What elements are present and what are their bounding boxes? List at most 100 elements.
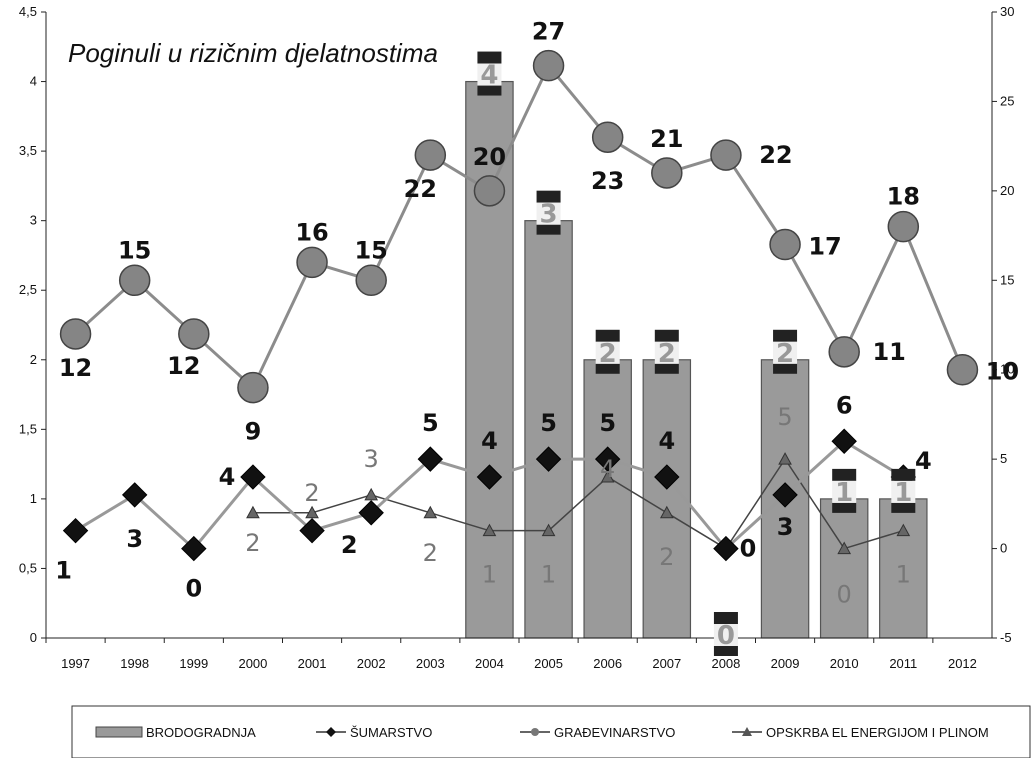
bar-label-badge xyxy=(713,624,738,646)
label-sumarstvo-2005: 5 xyxy=(540,409,557,437)
label-gradevinarstvo-2012: 10 xyxy=(986,358,1019,386)
point-sumarstvo-2006 xyxy=(594,446,621,472)
label-opskrba-2007: 2 xyxy=(659,543,674,571)
x-tick-label: 2012 xyxy=(948,656,977,671)
label-brodogradnja-2005: 3 xyxy=(540,200,558,230)
label-brodogradnja-2006: 2 xyxy=(599,339,617,369)
x-tick-label: 2004 xyxy=(475,656,504,671)
point-gradevinarstvo-2004 xyxy=(473,175,506,207)
point-opskrba-2011 xyxy=(896,523,911,537)
legend-label-circle: GRAĐEVINARSTVO xyxy=(554,725,675,740)
point-gradevinarstvo-2001 xyxy=(296,246,328,279)
label-gradevinarstvo-2004: 20 xyxy=(473,143,506,171)
label-gradevinarstvo-2001: 16 xyxy=(295,218,328,246)
point-sumarstvo-2001 xyxy=(299,517,325,544)
y-left-tick-label: 1 xyxy=(30,491,37,506)
y-left-tick-label: 4 xyxy=(30,74,37,89)
bar-label-badge-bottom xyxy=(713,646,738,656)
label-opskrba-2002: 3 xyxy=(364,445,379,473)
y-left-tick-label: 4,5 xyxy=(19,4,37,19)
y-right-tick-label: 15 xyxy=(1000,272,1014,287)
y-left-tick-label: 0 xyxy=(30,630,37,645)
bar-label-badge xyxy=(536,202,561,225)
label-opskrba-2011: 1 xyxy=(896,561,911,589)
point-opskrba-2010 xyxy=(837,541,852,555)
label-gradevinarstvo-2007: 21 xyxy=(650,125,683,153)
y-right-tick-label: 25 xyxy=(1000,93,1014,108)
x-tick-label: 2007 xyxy=(652,656,681,671)
label-brodogradnja-2011: 1 xyxy=(894,478,912,508)
bar-label-badge-bottom xyxy=(773,363,798,374)
y-left-tick-label: 2,5 xyxy=(19,282,37,297)
y-left-tick-label: 0,5 xyxy=(19,560,37,575)
x-tick-label: 2003 xyxy=(416,656,445,671)
point-gradevinarstvo-2011 xyxy=(887,210,920,243)
point-sumarstvo-2007 xyxy=(654,464,680,490)
label-sumarstvo-2002: 2 xyxy=(341,531,358,559)
label-sumarstvo-2010: 6 xyxy=(836,391,853,419)
label-brodogradnja-2008: 0 xyxy=(717,621,735,651)
y-right-tick-label: 0 xyxy=(1000,541,1007,556)
y-left-tick-label: 2 xyxy=(30,352,37,367)
label-brodogradnja-2009: 2 xyxy=(776,339,794,369)
bar-label-badge-bottom xyxy=(536,224,561,235)
bar-label-badge xyxy=(595,341,620,364)
label-gradevinarstvo-2002: 15 xyxy=(354,236,387,264)
point-sumarstvo-2009 xyxy=(772,482,798,508)
label-opskrba-2003: 2 xyxy=(423,539,438,567)
label-opskrba-2010: 0 xyxy=(837,581,852,609)
point-sumarstvo-2002 xyxy=(358,500,384,526)
label-gradevinarstvo-2003: 22 xyxy=(404,175,437,203)
bar-2007 xyxy=(642,359,692,639)
label-opskrba-2006: 4 xyxy=(600,455,615,483)
y-right-tick-label: 5 xyxy=(1000,451,1007,466)
point-gradevinarstvo-2002 xyxy=(355,264,387,297)
x-tick-label: 1999 xyxy=(179,656,208,671)
x-tick-label: 2009 xyxy=(771,656,800,671)
point-sumarstvo-2008 xyxy=(713,535,739,562)
legend-box xyxy=(71,705,1031,758)
label-opskrba-2004: 1 xyxy=(482,561,497,589)
bar-label-badge-top xyxy=(477,51,502,64)
point-gradevinarstvo-1998 xyxy=(118,264,151,297)
point-sumarstvo-1997 xyxy=(62,517,89,544)
point-opskrba-2003 xyxy=(423,505,438,519)
label-brodogradnja-2007: 2 xyxy=(658,339,676,369)
lines-layer xyxy=(59,49,979,562)
label-sumarstvo-2007: 4 xyxy=(658,427,675,455)
bar-2005 xyxy=(524,220,573,639)
point-gradevinarstvo-1999 xyxy=(178,318,210,350)
point-opskrba-2006 xyxy=(600,469,615,483)
bar-label-badge-top xyxy=(536,190,561,203)
label-gradevinarstvo-2008: 22 xyxy=(759,141,792,169)
bar-label-badge-top xyxy=(654,329,679,342)
y-left-tick-label: 3 xyxy=(30,213,37,228)
y-left-tick-label: 3,5 xyxy=(19,143,37,158)
point-opskrba-2009 xyxy=(778,452,792,465)
bar-label-badge-top xyxy=(832,468,857,481)
x-tick-label: 2010 xyxy=(830,656,859,671)
label-sumarstvo-1998: 3 xyxy=(126,525,143,553)
label-opskrba-2009: 5 xyxy=(777,403,792,431)
y-right-tick-label: -5 xyxy=(1000,630,1012,645)
x-tick-label: 2006 xyxy=(593,656,622,671)
label-brodogradnja-2004: 4 xyxy=(480,61,498,91)
legend-label-triangle: OPSKRBA EL ENERGIJOM I PLINOM xyxy=(766,725,989,740)
label-opskrba-2005: 1 xyxy=(541,561,556,589)
point-opskrba-2002 xyxy=(364,487,379,501)
label-sumarstvo-2003: 5 xyxy=(422,409,439,437)
point-gradevinarstvo-2012 xyxy=(946,353,979,386)
legend-swatch-brodogradnja xyxy=(95,726,143,738)
point-opskrba-2001 xyxy=(305,505,319,519)
point-gradevinarstvo-2005 xyxy=(532,49,565,82)
label-gradevinarstvo-1999: 12 xyxy=(167,352,200,380)
legend: BRODOGRADNJA ŠUMARSTVO GRAĐEVINARSTVO OPSKR… xyxy=(71,705,1031,758)
point-sumarstvo-2000 xyxy=(240,464,266,490)
point-gradevinarstvo-2008 xyxy=(710,139,742,171)
label-sumarstvo-1999: 0 xyxy=(185,575,202,603)
label-opskrba-2000: 2 xyxy=(245,529,260,557)
bar-label-badge-top xyxy=(773,329,798,342)
point-sumarstvo-2004 xyxy=(476,464,503,490)
